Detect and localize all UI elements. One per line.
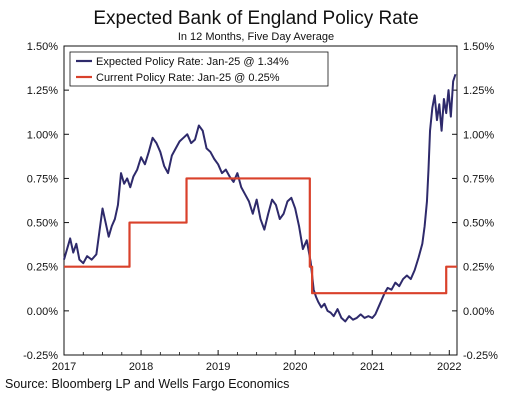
x-tick-label: 2020 [283, 361, 307, 373]
y-tick-label-right: 1.25% [463, 85, 494, 97]
y-tick-label-right: 1.00% [463, 129, 494, 141]
source-note: Source: Bloomberg LP and Wells Fargo Eco… [5, 377, 290, 391]
plot-frame [63, 45, 458, 356]
series-line-expected [63, 73, 457, 323]
y-tick-label-left: 1.00% [27, 129, 58, 141]
y-tick-label-left: -0.25% [23, 350, 58, 362]
x-tick-label: 2019 [206, 361, 230, 373]
y-tick-label-left: 0.50% [27, 218, 58, 230]
ticks-layer: 1.50% 1.50% 1.25% 1.25% 1.00% 1.00% 0.75% 0.75%… [23, 41, 498, 373]
y-tick-label-left: 1.50% [27, 41, 58, 53]
y-tick-label-right: 0.75% [463, 173, 494, 185]
y-tick-label-left: 1.25% [27, 85, 58, 97]
legend-label-current: Current Policy Rate: Jan-25 @ 0.25% [96, 72, 280, 84]
x-tick-label: 2021 [360, 361, 384, 373]
legend-box [69, 51, 329, 87]
x-tick-label: 2017 [52, 361, 76, 373]
series-line-current [64, 177, 457, 295]
y-tick-label-right: 1.50% [463, 41, 494, 53]
series-layer [63, 73, 457, 323]
x-tick-label: 2018 [129, 361, 153, 373]
y-tick-label-right: 0.00% [463, 306, 494, 318]
y-tick-label-left: 0.25% [27, 262, 58, 274]
y-tick-label-left: 0.00% [27, 306, 58, 318]
y-tick-label-right: 0.50% [463, 218, 494, 230]
legend-label-expected: Expected Policy Rate: Jan-25 @ 1.34% [96, 56, 289, 68]
y-tick-label-left: 0.75% [27, 173, 58, 185]
chart-subtitle: In 12 Months, Five Day Average [178, 31, 334, 43]
chart-title: Expected Bank of England Policy Rate [93, 8, 418, 29]
x-tick-label: 2022 [437, 361, 461, 373]
y-tick-label-right: 0.25% [463, 262, 494, 274]
legend: Expected Policy Rate: Jan-25 @ 1.34% Cur… [69, 51, 329, 87]
y-tick-label-right: -0.25% [463, 350, 498, 362]
